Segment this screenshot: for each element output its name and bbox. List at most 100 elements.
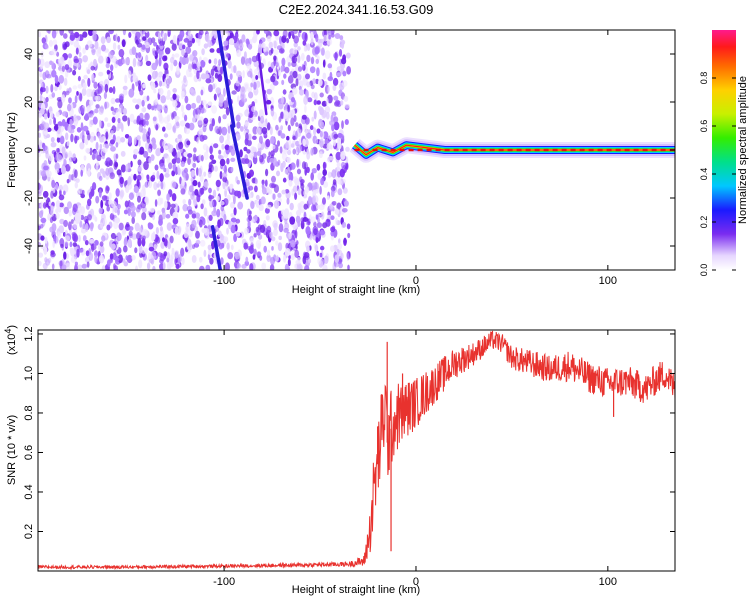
signal-ridge-mark <box>399 148 405 152</box>
noise-speckle <box>40 235 45 241</box>
signal-ridge-mark <box>642 148 648 152</box>
noise-speckle <box>200 154 204 162</box>
noise-speckle <box>316 250 320 257</box>
noise-speckle <box>281 79 285 86</box>
noise-speckle <box>197 154 202 161</box>
noise-speckle <box>223 87 226 97</box>
noise-speckle <box>277 140 280 147</box>
noise-speckle <box>38 152 41 158</box>
noise-speckle <box>287 258 291 267</box>
noise-speckle <box>93 58 97 68</box>
noise-speckle <box>149 258 153 264</box>
noise-speckle <box>176 65 180 75</box>
noise-speckle <box>198 30 204 36</box>
noise-speckle <box>83 74 88 80</box>
noise-speckle <box>95 195 100 204</box>
noise-speckle <box>281 153 288 161</box>
noise-speckle <box>176 157 181 164</box>
noise-speckle <box>148 157 152 164</box>
noise-speckle <box>166 122 172 131</box>
noise-speckle <box>171 43 177 51</box>
noise-speckle <box>215 179 221 188</box>
noise-speckle <box>205 103 209 110</box>
noise-speckle <box>309 31 314 40</box>
noise-speckle <box>312 226 319 234</box>
noise-speckle <box>339 168 345 178</box>
noise-speckle <box>98 207 103 214</box>
noise-speckle <box>142 235 146 241</box>
noise-speckle <box>330 226 336 233</box>
noise-speckle <box>282 177 287 183</box>
noise-speckle <box>197 38 201 47</box>
colorbar-gradient <box>712 30 736 270</box>
noise-speckle <box>115 153 119 159</box>
noise-speckle <box>110 97 116 105</box>
y-tick-label: 0.2 <box>23 524 35 539</box>
noise-speckle <box>295 130 298 140</box>
noise-speckle <box>74 95 78 104</box>
noise-speckle <box>152 231 156 241</box>
snr-panel: -100 0 100 0.2 0.4 0.6 0.8 1.0 1.2 Height of str… <box>3 325 676 596</box>
noise-speckle <box>109 139 115 145</box>
noise-speckle <box>287 149 292 156</box>
noise-speckle <box>152 214 156 221</box>
noise-speckle <box>65 262 71 270</box>
noise-speckle <box>153 181 158 191</box>
noise-speckle <box>249 263 254 270</box>
noise-speckle <box>123 245 128 253</box>
noise-speckle <box>164 55 168 61</box>
noise-speckle <box>285 189 290 194</box>
spectrogram-x-axis-label: Height of straight line (km) <box>292 284 420 296</box>
noise-speckle <box>292 70 298 79</box>
noise-speckle <box>233 195 236 205</box>
noise-speckle <box>50 208 55 217</box>
noise-speckle <box>193 147 197 153</box>
noise-speckle <box>337 242 343 250</box>
noise-speckle <box>292 148 297 155</box>
noise-speckle <box>247 87 253 93</box>
noise-speckle <box>217 230 222 238</box>
noise-speckle <box>71 231 77 237</box>
noise-speckle <box>72 153 76 162</box>
noise-speckle <box>320 245 325 251</box>
noise-speckle <box>286 166 291 176</box>
noise-speckle <box>143 161 149 171</box>
noise-speckle <box>55 208 59 214</box>
noise-speckle <box>107 122 111 128</box>
noise-speckle <box>74 135 78 144</box>
noise-speckle <box>322 59 326 68</box>
signal-ridge-mark <box>444 148 450 152</box>
noise-speckle <box>122 115 128 122</box>
noise-speckle <box>311 116 315 122</box>
noise-speckle <box>123 209 128 215</box>
noise-speckle <box>230 167 234 172</box>
noise-speckle <box>208 214 213 221</box>
noise-speckle <box>338 89 343 97</box>
noise-speckle <box>313 99 317 106</box>
noise-speckle <box>188 185 194 193</box>
noise-speckle <box>85 147 91 154</box>
noise-speckle <box>74 261 78 266</box>
noise-speckle <box>195 239 201 245</box>
noise-speckle <box>259 154 264 163</box>
noise-speckle <box>92 150 99 159</box>
noise-speckle <box>240 125 244 132</box>
noise-speckle <box>139 89 144 96</box>
noise-speckle <box>345 156 349 164</box>
noise-speckle <box>109 253 114 260</box>
noise-speckle <box>290 143 295 148</box>
noise-speckle <box>273 49 279 56</box>
signal-ridge-mark <box>615 148 621 152</box>
noise-speckle <box>209 199 214 208</box>
noise-speckle <box>61 65 65 72</box>
noise-speckle <box>99 119 102 128</box>
noise-speckle <box>340 134 345 140</box>
noise-speckle <box>177 165 180 174</box>
noise-speckle <box>191 213 197 219</box>
noise-speckle <box>320 230 326 236</box>
noise-speckle <box>275 62 279 68</box>
noise-speckle <box>282 160 286 168</box>
noise-speckle <box>235 218 241 224</box>
noise-speckle <box>285 141 289 149</box>
noise-speckle <box>94 239 99 246</box>
